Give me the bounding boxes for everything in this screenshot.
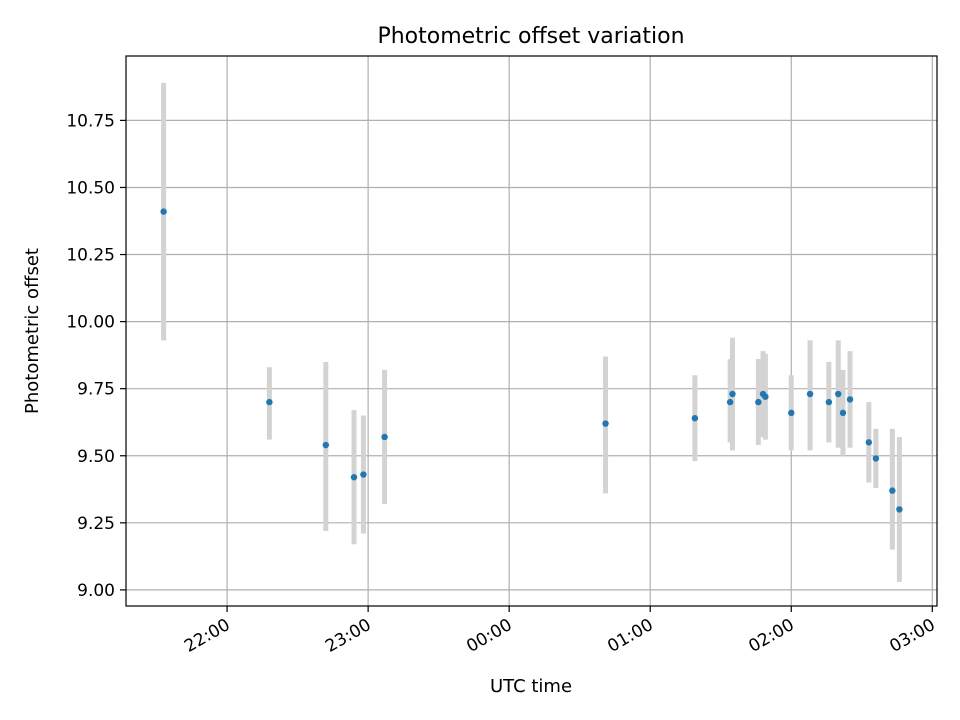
data-point: [788, 409, 795, 417]
data-point: [806, 390, 814, 398]
data-point: [602, 420, 609, 427]
data-point: [691, 414, 699, 422]
grid: [126, 56, 937, 606]
y-tick-label: 10.50: [66, 178, 115, 198]
x-axis-label: UTC time: [490, 676, 572, 697]
data-point: [350, 474, 358, 481]
data-point: [872, 455, 880, 462]
y-tick-label: 10.75: [66, 111, 115, 131]
data-point: [266, 398, 273, 406]
data-point: [865, 439, 873, 446]
data-point: [381, 433, 388, 441]
data-point: [729, 390, 736, 398]
data-point: [360, 471, 367, 478]
y-tick-label: 9.50: [77, 447, 115, 467]
data-point: [322, 441, 330, 449]
data-point: [846, 396, 854, 403]
data-points: [160, 208, 903, 513]
y-tick-label: 9.00: [77, 581, 115, 601]
data-point: [755, 398, 762, 406]
data-point: [889, 487, 896, 494]
y-tick-label: 10.25: [66, 246, 115, 266]
y-axis-label: Photometric offset: [22, 248, 43, 414]
plot-frame: [125, 55, 938, 607]
data-point: [839, 409, 847, 417]
data-point: [762, 393, 769, 400]
chart-title: Photometric offset variation: [377, 24, 684, 49]
data-point: [726, 398, 734, 406]
data-point: [835, 390, 842, 398]
data-point: [825, 398, 833, 406]
data-point: [896, 506, 903, 513]
data-point: [160, 208, 167, 215]
y-tick-label: 9.25: [77, 514, 115, 534]
y-tick-label: 10.00: [66, 313, 115, 333]
y-tick-label: 9.75: [77, 380, 115, 400]
